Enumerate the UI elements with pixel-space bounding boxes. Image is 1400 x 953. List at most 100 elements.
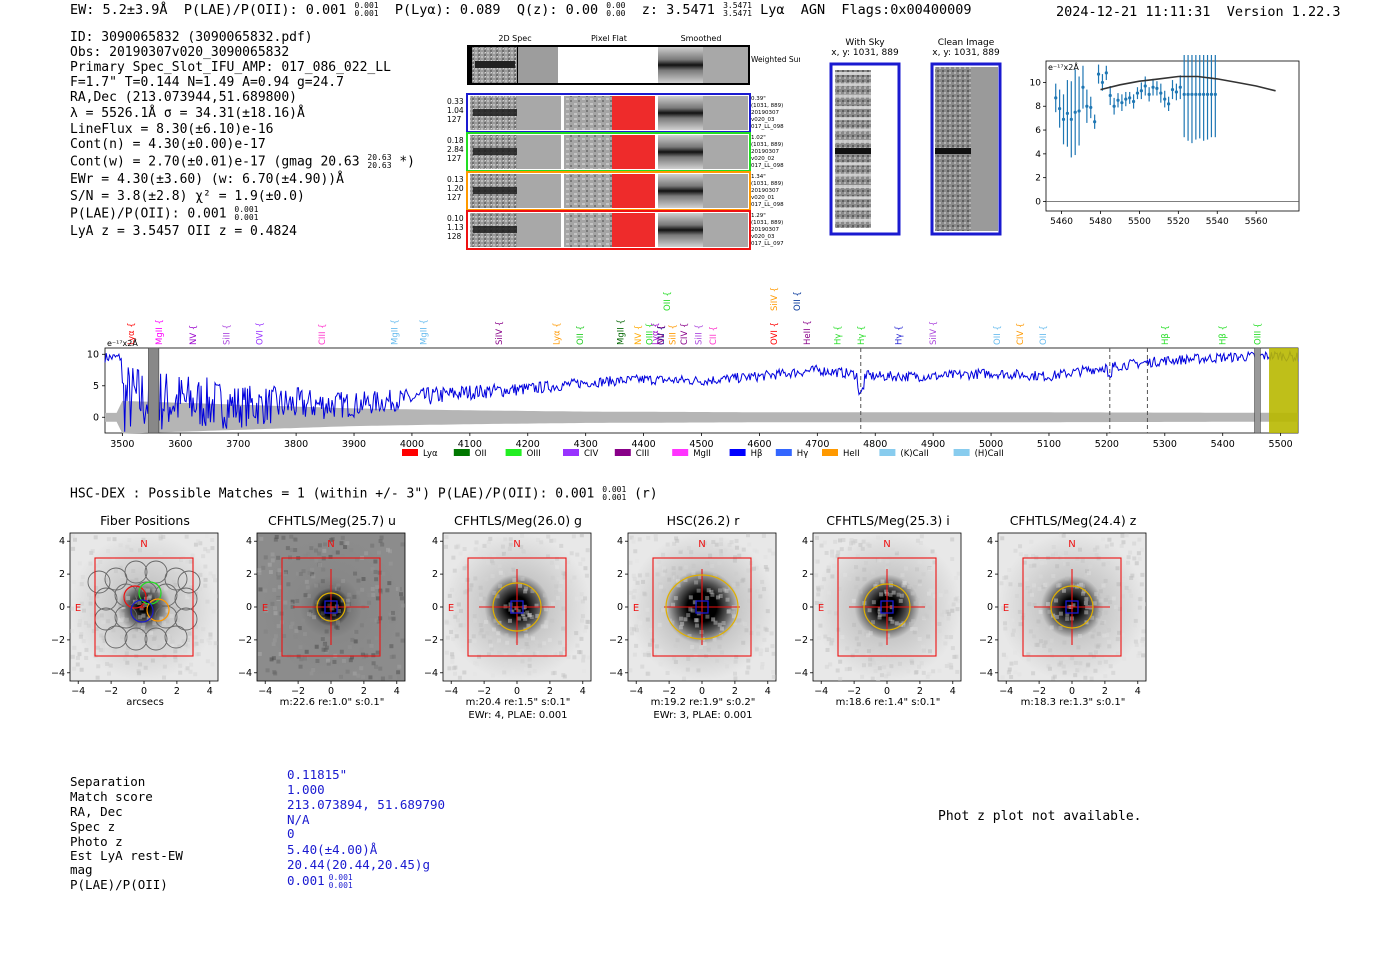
emission-line-label: Hγ { xyxy=(834,325,844,345)
legend-label: HeII xyxy=(843,449,860,459)
panel-ytick: −4 xyxy=(238,668,252,679)
spectrum-xtick: 4500 xyxy=(689,439,713,450)
panel-title: CFHTLS/Meg(25.7) u xyxy=(268,513,396,528)
panel-xtick: 4 xyxy=(580,686,586,697)
emission-line-label: CII { xyxy=(709,326,719,345)
panel-ytick: 0 xyxy=(432,602,438,613)
panel-xtick: −2 xyxy=(291,686,305,697)
cutout-right-label: 017_LL_097 xyxy=(751,241,784,247)
footer-label: Est LyA rest-EW xyxy=(70,848,183,863)
panel-ytick: −4 xyxy=(51,668,65,679)
spectrum-vlines xyxy=(860,348,1148,433)
cutout-left-label: 1.20 xyxy=(447,184,464,193)
zoom-point xyxy=(1209,92,1214,96)
cutout-left-label: 127 xyxy=(447,115,462,124)
spectrum-xtick: 3800 xyxy=(284,439,308,450)
hsc-title-frac: 0.001 0.001 xyxy=(602,485,627,502)
cutout-left-label: 0.10 xyxy=(447,214,464,223)
panel-xtick: −4 xyxy=(999,686,1013,697)
cutout-left-label: 127 xyxy=(447,154,462,163)
zoom-point xyxy=(1112,104,1116,108)
panel-xtick: −2 xyxy=(104,686,118,697)
weighted-sum-strip xyxy=(467,45,750,85)
panel-xtick: −2 xyxy=(847,686,861,697)
legend-swatch xyxy=(822,449,838,456)
cutout-right-label: 0.39" xyxy=(751,96,766,102)
spectrum-xtick: 5500 xyxy=(1269,439,1293,450)
zoom-point xyxy=(1104,71,1108,75)
panel-xtick: −4 xyxy=(814,686,828,697)
emission-line-label: NV { xyxy=(189,325,199,345)
panel-xtick: 0 xyxy=(328,686,334,697)
zoom-point xyxy=(1073,110,1077,114)
info-obs: Obs: 20190307v020_3090065832 xyxy=(70,45,290,60)
spectrum-xtick: 4900 xyxy=(921,439,945,450)
zoom-point xyxy=(1198,92,1202,96)
panel-ytick: 0 xyxy=(802,602,808,613)
emission-line-label: SiII { xyxy=(669,324,679,345)
panel-ytick: −4 xyxy=(794,668,808,679)
spectrum-xtick: 5300 xyxy=(1153,439,1177,450)
panel-ytick: 4 xyxy=(246,536,252,547)
panel-xtick: −2 xyxy=(1032,686,1046,697)
footer-label: P(LAE)/P(OII) xyxy=(70,877,168,892)
hsc-title: HSC-DEX : Possible Matches = 1 (within +… xyxy=(70,486,658,502)
footer-label: Photo z xyxy=(70,834,123,849)
panel-title: CFHTLS/Meg(24.4) z xyxy=(1009,513,1137,528)
panel-xtick: −4 xyxy=(629,686,643,697)
cutout-left-label: 1.04 xyxy=(447,106,464,115)
emission-line-label: OVI { xyxy=(770,322,780,345)
footer-label: Match score xyxy=(70,789,153,804)
emission-line-label: CIII { xyxy=(318,323,328,345)
panel-xtick: 2 xyxy=(174,686,180,697)
info-fparams: F=1.7" T=0.144 N=1.49 A=0.94 g=24.7 xyxy=(70,75,344,90)
image-panel: N E −4 −4 −2 −2 0 0 2 2 4 4 xyxy=(424,532,592,697)
cutout-right-label: v020_02 xyxy=(751,156,775,162)
cutout-right-label: (1031, 889) xyxy=(751,103,783,109)
weighted-label: Weighted Sum xyxy=(751,55,800,64)
zoom-point xyxy=(1190,92,1194,96)
spectrum-xtick: 5100 xyxy=(1037,439,1061,450)
mask-region-yellow xyxy=(1269,348,1298,433)
spectrum-xtick: 5400 xyxy=(1211,439,1235,450)
zoom-ytick: 8 xyxy=(1035,102,1041,112)
east-label: E xyxy=(448,603,454,614)
panel-caption: m:18.6 re:1.4" s:0.1" xyxy=(835,697,941,708)
zoom-point xyxy=(1205,92,1210,96)
mask-region xyxy=(148,347,160,434)
info-contw-frac: 20.63 20.63 xyxy=(367,153,392,170)
zoom-point xyxy=(1159,91,1163,95)
panel-caption: m:19.2 re:1.9" s:0.2" xyxy=(650,697,756,708)
footer-value: 0.001 0.001 0.001 xyxy=(287,872,353,890)
panel-ytick: 4 xyxy=(802,536,808,547)
spectrum-line xyxy=(104,349,1299,432)
panel-title: CFHTLS/Meg(25.3) i xyxy=(826,513,950,528)
cutout-right-label: 1.29" xyxy=(751,213,766,219)
zoom-point xyxy=(1077,109,1081,113)
info-ewr: EWr = 4.30(±3.60) (w: 6.70(±4.90))Å xyxy=(70,172,344,187)
emission-line-label: OII { xyxy=(576,325,586,345)
cutout-right-label: 017_LL_098 xyxy=(751,124,784,130)
emission-line-label: SiII { xyxy=(223,324,233,345)
header-right: 2024-12-21 11:11:31 Version 1.22.3 xyxy=(1056,4,1341,20)
image-panel: + N E −4 −4 −2 −2 0 0 2 2 4 4 xyxy=(51,532,219,697)
east-label: E xyxy=(75,603,81,614)
info-contw-text: Cont(w) = 2.70(±0.01)e-17 (gmag 20.63 xyxy=(70,154,360,170)
panel-xtick: 4 xyxy=(394,686,400,697)
footer-value: 0.11815" xyxy=(287,767,348,782)
emission-line-label: CIV { xyxy=(1016,323,1026,345)
legend-swatch xyxy=(879,449,896,456)
zoom-point xyxy=(1069,117,1073,121)
header-qz: Q(z): 0.00 xyxy=(516,2,599,18)
emission-line-label: MgII { xyxy=(391,319,401,345)
panel-ytick: −4 xyxy=(609,668,623,679)
header-plae-frac: 0.001 0.001 xyxy=(354,1,379,18)
panel-ytick: 2 xyxy=(987,569,993,580)
panel-ytick: 0 xyxy=(59,602,65,613)
info-contn: Cont(n) = 4.30(±0.00)e-17 xyxy=(70,137,266,152)
panel-ytick: 2 xyxy=(246,569,252,580)
zoom-point xyxy=(1096,72,1101,76)
info-lambda: λ = 5526.1Å σ = 34.31(±18.16)Å xyxy=(70,106,305,121)
panel-xtick: 0 xyxy=(141,686,147,697)
